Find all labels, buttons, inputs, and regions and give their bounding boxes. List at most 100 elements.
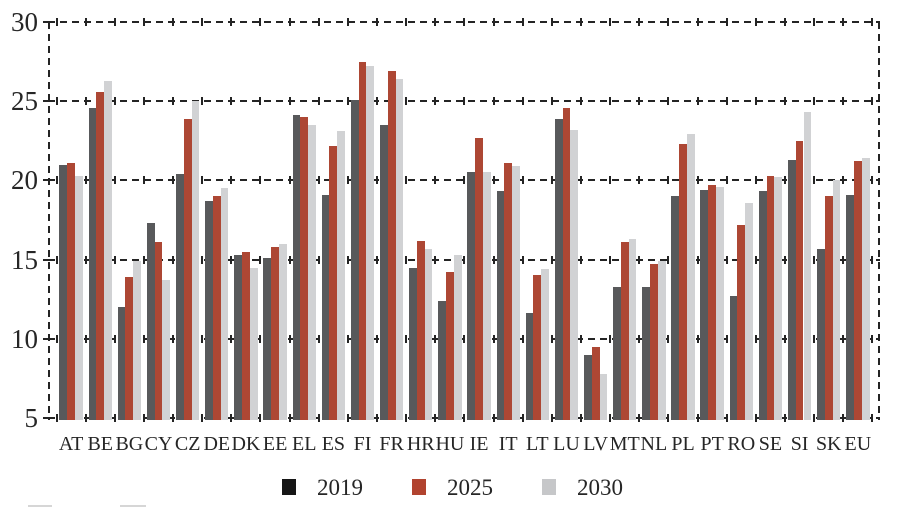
- grid-cross-tick: [784, 176, 786, 185]
- bar-LU-2030: [570, 129, 579, 420]
- grid-cross-tick: [521, 97, 524, 106]
- bar-EE-2025: [271, 246, 279, 420]
- y-axis-label: 5: [24, 403, 39, 433]
- legend-label-2030: 2030: [577, 475, 623, 500]
- grid-cross-tick: [376, 255, 379, 264]
- grid-cross-tick: [492, 176, 495, 185]
- grid-cross-tick: [638, 97, 641, 106]
- grid-cross-tick: [346, 18, 349, 26]
- grid-cross-tick: [871, 255, 874, 264]
- grid-cross-tick: [55, 334, 58, 343]
- grid-cross-tick: [784, 334, 786, 343]
- grid-cross-tick: [521, 334, 524, 343]
- grid-cross-tick: [317, 255, 320, 264]
- grid-cross-tick: [580, 414, 583, 422]
- grid-cross-tick: [638, 18, 641, 26]
- x-label-RO: RO: [727, 433, 756, 455]
- grid-cross-tick: [405, 18, 408, 26]
- grid-cross-tick: [376, 334, 379, 343]
- grid-cross-tick: [463, 255, 466, 264]
- grid-cross-tick: [754, 255, 757, 264]
- grid-cross-tick: [580, 255, 583, 264]
- bar-DK-2030: [249, 267, 258, 420]
- bar-EU-2030: [861, 158, 870, 420]
- grid-cross-tick: [725, 176, 728, 185]
- bar-DK-2025: [242, 251, 250, 420]
- x-label-BE: BE: [87, 433, 114, 455]
- grid-cross-tick: [580, 176, 583, 185]
- grid-cross-tick: [784, 255, 786, 264]
- grid-cross-tick: [288, 334, 291, 343]
- grid-cross-tick: [550, 414, 553, 422]
- grid-cross-tick: [754, 97, 757, 106]
- grid-cross-tick: [201, 18, 204, 26]
- grid-cross-tick: [842, 255, 845, 264]
- grid-cross-tick: [172, 255, 175, 264]
- grid-cross-tick: [754, 18, 757, 26]
- grid-cross-tick: [259, 334, 262, 343]
- grid-cross-tick: [667, 176, 670, 185]
- bar-PT-2030: [716, 186, 724, 420]
- grid-cross-tick: [84, 334, 87, 343]
- grid-cross-tick: [55, 414, 58, 422]
- x-label-PT: PT: [700, 433, 724, 455]
- grid-cross-tick: [696, 255, 699, 264]
- grid-cross-tick: [113, 97, 116, 106]
- grid-cross-tick: [725, 255, 728, 264]
- grid-cross-tick: [609, 18, 612, 26]
- bar-BE-2025: [96, 91, 105, 420]
- grid-cross-tick: [696, 97, 699, 106]
- grid-cross-tick: [754, 414, 757, 422]
- x-label-SE: SE: [758, 433, 783, 455]
- grid-cross-tick: [492, 255, 495, 264]
- grid-cross-tick: [784, 18, 786, 26]
- bar-PT-2019: [700, 189, 709, 420]
- x-label-IT: IT: [498, 433, 518, 455]
- grid-cross-tick: [696, 414, 699, 422]
- grid-cross-tick: [346, 97, 349, 106]
- grid-cross-tick: [405, 176, 408, 185]
- grid-cross-tick: [609, 255, 612, 264]
- bar-FI-2025: [358, 61, 367, 420]
- grid-cross-tick: [638, 334, 641, 343]
- grid-cross-tick: [550, 255, 553, 264]
- x-label-PL: PL: [671, 433, 695, 455]
- grid-cross-tick: [550, 18, 553, 26]
- x-label-LT: LT: [526, 433, 549, 455]
- grid-cross-tick: [172, 176, 175, 185]
- bar-RO-2030: [745, 202, 754, 420]
- grid-cross-tick: [492, 97, 495, 106]
- bar-AT-2030: [75, 175, 83, 420]
- bar-BG-2025: [125, 277, 134, 420]
- x-label-DE: DE: [203, 433, 231, 455]
- bar-HR-2025: [416, 240, 425, 420]
- bar-LT-2019: [525, 313, 534, 420]
- x-label-EL: EL: [292, 433, 317, 455]
- bar-CY-2030: [162, 280, 171, 420]
- bar-AT-2019: [59, 164, 68, 420]
- grid-cross-tick: [754, 176, 757, 185]
- x-label-CZ: CZ: [174, 433, 201, 455]
- grid-cross-tick: [725, 414, 728, 422]
- grid-cross-tick: [463, 176, 466, 185]
- grid-cross-tick: [521, 255, 524, 264]
- bar-FI-2030: [366, 66, 375, 420]
- x-label-EU: EU: [844, 433, 872, 455]
- grid-cross-tick: [580, 18, 583, 26]
- grid-cross-tick: [725, 97, 728, 106]
- grid-cross-tick: [813, 18, 816, 26]
- grid-cross-tick: [842, 176, 845, 185]
- bar-EL-2030: [308, 124, 316, 420]
- grid-cross-tick: [434, 176, 437, 185]
- grid-cross-tick: [638, 176, 641, 185]
- grid-cross-tick: [580, 334, 583, 343]
- grid-cross-tick: [871, 176, 874, 185]
- grid-cross-tick: [492, 334, 495, 343]
- y-tick-15: [43, 258, 54, 261]
- grid-cross-tick: [113, 176, 116, 185]
- grid-cross-tick: [201, 334, 204, 343]
- grid-cross-tick: [201, 176, 204, 185]
- legend-label-2019: 2019: [317, 475, 363, 500]
- x-label-BG: BG: [115, 433, 144, 455]
- bar-AT-2025: [67, 162, 75, 420]
